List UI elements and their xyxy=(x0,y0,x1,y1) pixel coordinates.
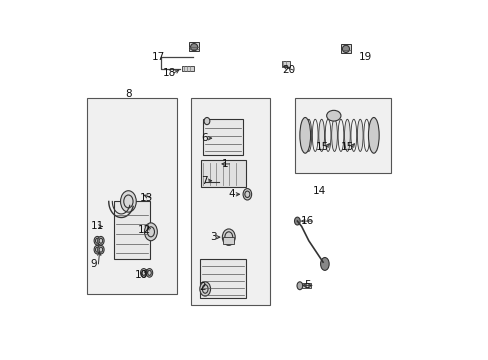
Text: 5: 5 xyxy=(304,280,310,291)
Text: 9: 9 xyxy=(90,259,97,269)
Ellipse shape xyxy=(331,119,337,152)
Bar xyxy=(282,61,289,67)
Ellipse shape xyxy=(200,282,210,296)
Text: 4: 4 xyxy=(228,189,235,199)
Text: 16: 16 xyxy=(300,216,313,226)
Text: 19: 19 xyxy=(358,52,371,62)
Bar xyxy=(182,66,194,71)
Ellipse shape xyxy=(363,119,369,152)
Bar xyxy=(340,44,350,53)
Text: 15: 15 xyxy=(340,142,353,152)
Bar xyxy=(114,202,149,258)
Ellipse shape xyxy=(98,237,104,245)
FancyBboxPatch shape xyxy=(87,98,176,294)
Text: 1: 1 xyxy=(221,159,228,169)
Ellipse shape xyxy=(140,269,147,277)
Ellipse shape xyxy=(337,119,343,152)
Text: 10: 10 xyxy=(134,270,147,280)
Text: 3: 3 xyxy=(209,232,216,242)
Ellipse shape xyxy=(344,119,349,152)
Ellipse shape xyxy=(94,246,101,254)
Ellipse shape xyxy=(350,119,356,152)
Ellipse shape xyxy=(294,217,300,225)
Ellipse shape xyxy=(243,189,251,200)
Bar xyxy=(203,119,242,155)
Text: 17: 17 xyxy=(151,52,164,62)
Text: 11: 11 xyxy=(90,221,104,231)
Ellipse shape xyxy=(146,269,152,277)
Ellipse shape xyxy=(318,119,324,152)
Ellipse shape xyxy=(357,119,363,152)
Ellipse shape xyxy=(312,119,317,152)
Ellipse shape xyxy=(305,119,311,152)
Text: 7: 7 xyxy=(201,176,207,186)
Text: 20: 20 xyxy=(281,65,294,75)
Text: 8: 8 xyxy=(125,89,131,99)
Bar xyxy=(189,42,199,51)
Ellipse shape xyxy=(326,111,340,121)
Ellipse shape xyxy=(203,117,209,125)
FancyBboxPatch shape xyxy=(190,98,269,305)
Bar xyxy=(223,237,234,244)
Ellipse shape xyxy=(342,45,349,53)
Text: 6: 6 xyxy=(201,133,207,143)
Ellipse shape xyxy=(296,282,302,290)
Ellipse shape xyxy=(144,223,157,241)
Text: 13: 13 xyxy=(140,193,153,203)
Bar xyxy=(201,160,245,187)
Ellipse shape xyxy=(190,44,197,51)
Ellipse shape xyxy=(121,191,136,212)
Text: 12: 12 xyxy=(138,225,151,235)
FancyBboxPatch shape xyxy=(294,98,390,173)
Text: 18: 18 xyxy=(163,68,176,78)
Ellipse shape xyxy=(222,229,235,246)
Text: 2: 2 xyxy=(199,282,205,292)
Bar xyxy=(301,283,310,288)
Ellipse shape xyxy=(367,117,378,153)
Ellipse shape xyxy=(94,237,101,245)
Ellipse shape xyxy=(320,257,328,270)
Ellipse shape xyxy=(299,117,310,153)
Bar xyxy=(200,258,246,298)
Text: 15: 15 xyxy=(315,142,328,152)
Ellipse shape xyxy=(98,246,104,254)
Ellipse shape xyxy=(325,119,330,152)
Text: 14: 14 xyxy=(312,186,325,196)
